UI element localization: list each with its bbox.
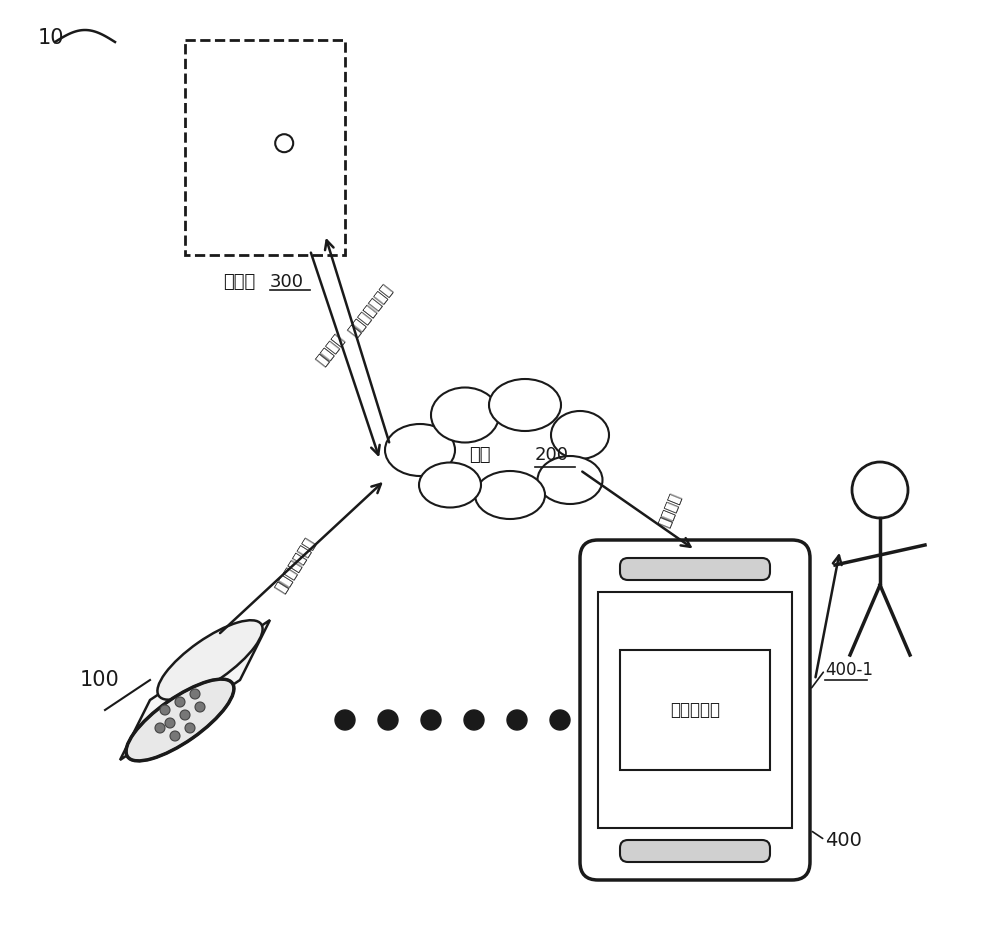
Text: 网络: 网络 bbox=[469, 446, 491, 464]
Circle shape bbox=[165, 718, 175, 728]
Circle shape bbox=[378, 710, 398, 730]
Circle shape bbox=[275, 134, 293, 152]
Ellipse shape bbox=[385, 424, 455, 476]
Circle shape bbox=[185, 723, 195, 733]
Bar bbox=[185, 40, 345, 255]
Circle shape bbox=[155, 723, 165, 733]
Text: 外部作用力: 外部作用力 bbox=[670, 701, 720, 719]
Circle shape bbox=[175, 697, 185, 707]
Circle shape bbox=[335, 710, 355, 730]
Text: 标定参数: 标定参数 bbox=[313, 332, 347, 369]
Text: 10: 10 bbox=[38, 28, 64, 48]
Bar bbox=[620, 650, 770, 770]
FancyBboxPatch shape bbox=[580, 540, 810, 880]
Circle shape bbox=[180, 710, 190, 720]
Ellipse shape bbox=[126, 679, 234, 761]
Circle shape bbox=[160, 705, 170, 715]
Bar bbox=[598, 592, 792, 828]
Text: 静态力和动态力: 静态力和动态力 bbox=[345, 281, 395, 339]
Text: 服务器: 服务器 bbox=[223, 273, 255, 291]
Polygon shape bbox=[120, 620, 270, 760]
Text: 300: 300 bbox=[270, 273, 304, 291]
Text: 静态力和动态力: 静态力和动态力 bbox=[272, 535, 318, 595]
Ellipse shape bbox=[431, 388, 499, 442]
Text: 400-1: 400-1 bbox=[825, 661, 873, 679]
Text: 200: 200 bbox=[535, 446, 569, 464]
Circle shape bbox=[190, 689, 200, 699]
Ellipse shape bbox=[419, 462, 481, 507]
Ellipse shape bbox=[489, 379, 561, 431]
Ellipse shape bbox=[475, 471, 545, 519]
Text: 400: 400 bbox=[825, 831, 862, 850]
Circle shape bbox=[550, 710, 570, 730]
FancyBboxPatch shape bbox=[620, 840, 770, 862]
Circle shape bbox=[195, 702, 205, 712]
Text: 标定参数: 标定参数 bbox=[656, 491, 684, 529]
Circle shape bbox=[464, 710, 484, 730]
FancyBboxPatch shape bbox=[620, 558, 770, 580]
Circle shape bbox=[170, 731, 180, 741]
Text: 100: 100 bbox=[80, 670, 120, 690]
Circle shape bbox=[852, 462, 908, 518]
Circle shape bbox=[507, 710, 527, 730]
Ellipse shape bbox=[157, 620, 263, 700]
Ellipse shape bbox=[538, 456, 602, 504]
Circle shape bbox=[421, 710, 441, 730]
Ellipse shape bbox=[551, 411, 609, 459]
